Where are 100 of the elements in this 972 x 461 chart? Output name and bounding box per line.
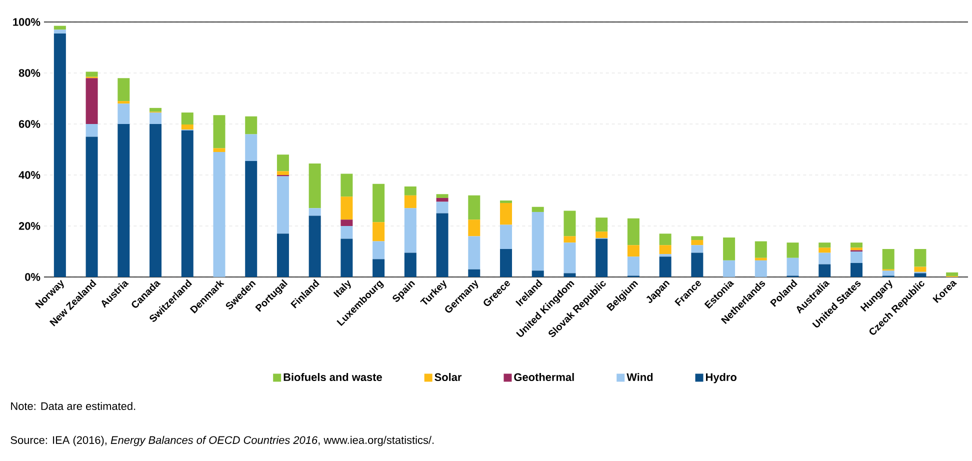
bar (627, 218, 640, 246)
bar (404, 252, 416, 277)
bar (181, 130, 194, 277)
bar (659, 256, 672, 277)
bar (754, 258, 767, 260)
bar (276, 176, 289, 234)
bar (118, 78, 130, 102)
bar (532, 212, 544, 271)
bar (659, 245, 672, 254)
bar (596, 232, 608, 238)
bar (245, 116, 258, 134)
bar (850, 242, 862, 248)
bar (213, 148, 226, 152)
bar (500, 200, 512, 204)
source-note: Source: IEA (2016), Energy Balances of OECD Countries 2016, www.iea.org/statistics/. (10, 436, 434, 446)
bar (468, 220, 480, 236)
legend-label: Wind (626, 372, 653, 382)
bar (150, 112, 162, 124)
bar (372, 241, 385, 260)
bar (436, 202, 448, 214)
bar (627, 245, 640, 257)
y-tick-label: 20% (18, 222, 40, 230)
bar (564, 236, 576, 243)
bar (691, 252, 704, 277)
bar (150, 124, 162, 277)
bar (786, 242, 799, 258)
bar (118, 101, 130, 104)
bar (691, 236, 704, 240)
bar (404, 195, 416, 208)
bar (436, 198, 448, 202)
bar (596, 238, 608, 277)
bar (86, 124, 98, 137)
bar (691, 240, 704, 246)
bar (564, 273, 576, 277)
bar (118, 104, 130, 124)
bar (118, 124, 130, 277)
bar (500, 248, 512, 277)
bar (659, 254, 672, 257)
bar (882, 248, 894, 270)
bar (850, 262, 862, 277)
bar (500, 224, 512, 249)
bar (914, 266, 926, 272)
bar (786, 258, 799, 276)
bar (818, 242, 831, 248)
y-tick-label: 100% (13, 18, 40, 26)
bar (245, 160, 258, 277)
bar (340, 220, 353, 226)
bar (372, 259, 385, 277)
bar (86, 78, 98, 124)
y-tick-label: 60% (18, 120, 40, 128)
bar (532, 270, 544, 277)
bar (86, 136, 98, 277)
bar (372, 222, 385, 242)
bar (150, 108, 162, 112)
bar (54, 30, 66, 34)
bar (276, 234, 289, 277)
bar (181, 112, 194, 125)
bar (627, 256, 640, 276)
bar (245, 134, 258, 161)
bar (308, 216, 321, 277)
bar (691, 245, 704, 253)
text: Note: Data are estimated. (11, 402, 136, 410)
bar (596, 218, 608, 232)
bar (468, 236, 480, 270)
bar (754, 260, 767, 277)
bar (308, 208, 321, 216)
bar (818, 264, 831, 277)
bar (723, 260, 736, 277)
bar (276, 171, 289, 175)
y-tick-label: 0% (25, 273, 40, 281)
bar (436, 213, 448, 277)
bar (340, 174, 353, 197)
bar (818, 248, 831, 253)
legend-label: Solar (434, 372, 462, 382)
y-tick-label: 80% (18, 69, 40, 77)
bar (404, 186, 416, 196)
bar (532, 206, 544, 212)
bar (308, 164, 321, 208)
bar (54, 26, 66, 30)
bar (914, 273, 926, 277)
bar (564, 210, 576, 236)
legend-label: Biofuels and waste (284, 372, 382, 382)
bar (659, 234, 672, 246)
bar (850, 248, 862, 250)
bar (340, 238, 353, 277)
bar (564, 242, 576, 274)
bar (754, 241, 767, 258)
bar (213, 115, 226, 148)
bar (882, 270, 894, 276)
y-tick-label: 40% (18, 171, 40, 179)
legend-label: Geothermal (514, 372, 574, 382)
bar (914, 248, 926, 267)
legend-label: Hydro (706, 372, 736, 384)
bar (86, 72, 98, 77)
bar (276, 154, 289, 172)
bar (340, 196, 353, 220)
bar (372, 184, 385, 222)
bar (946, 272, 958, 276)
bar (723, 237, 736, 260)
bar (500, 203, 512, 225)
